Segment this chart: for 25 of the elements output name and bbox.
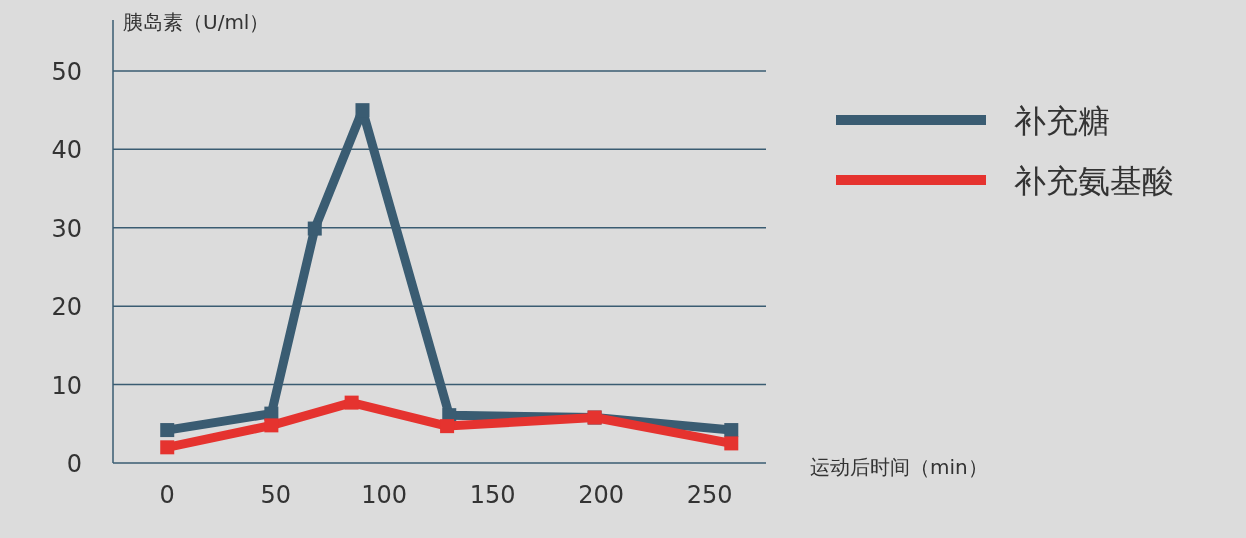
legend-label: 补充糖	[1014, 102, 1110, 140]
x-tick-label: 150	[469, 481, 516, 509]
point	[160, 423, 175, 438]
x-tick-label: 100	[361, 481, 408, 509]
x-axis-title: 运动后时间（min）	[810, 455, 988, 479]
point	[344, 395, 359, 410]
point	[160, 440, 175, 455]
y-tick-label: 30	[51, 214, 82, 243]
y-tick-label: 0	[66, 450, 82, 478]
point	[724, 423, 739, 438]
point	[440, 419, 455, 434]
y-tick-label: 20	[51, 293, 82, 322]
point	[264, 418, 279, 433]
y-tick-label: 50	[51, 57, 82, 86]
x-tick-label: 250	[686, 481, 733, 509]
x-tick-label: 50	[260, 481, 291, 509]
x-tick-label: 200	[578, 481, 625, 509]
y-axis-title: 胰岛素（U/ml）	[123, 10, 270, 34]
legend-label: 补充氨基酸	[1014, 162, 1174, 200]
point	[355, 103, 370, 118]
y-tick-label: 40	[51, 136, 82, 165]
point	[724, 436, 739, 451]
point	[307, 221, 322, 236]
y-tick-label: 10	[51, 371, 82, 400]
x-tick-label: 0	[159, 481, 175, 509]
